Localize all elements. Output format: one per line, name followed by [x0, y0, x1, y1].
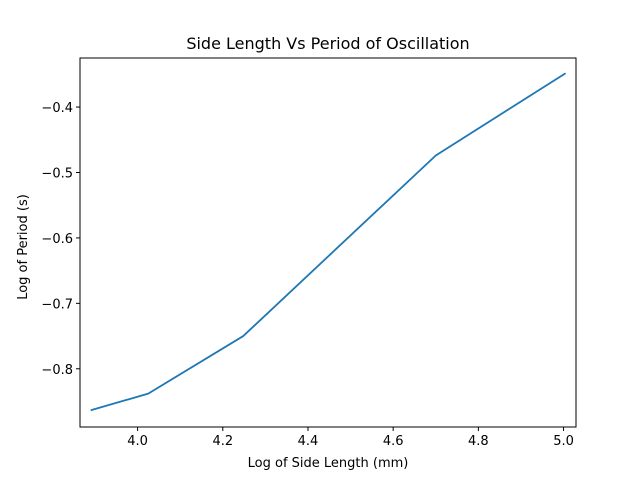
x-tick-label: 5.0	[553, 434, 574, 449]
x-tick-label: 4.4	[298, 434, 319, 449]
series-line	[90, 72, 567, 412]
x-tick-label: 4.0	[127, 434, 148, 449]
x-tick-label: 4.8	[468, 434, 489, 449]
y-axis-ticks: −0.8 −0.7 −0.6 −0.5 −0.4	[41, 101, 80, 378]
y-axis-label: Log of Period (s)	[16, 194, 31, 300]
y-tick-label: −0.8	[41, 363, 73, 378]
y-tick-label: −0.4	[41, 101, 73, 116]
axes-frame	[79, 57, 577, 428]
x-axis-label: Log of Side Length (mm)	[248, 456, 409, 471]
y-tick-label: −0.6	[41, 232, 73, 247]
plot-area	[90, 72, 567, 412]
chart-title: Side Length Vs Period of Oscillation	[186, 34, 469, 53]
x-tick-label: 4.6	[383, 434, 404, 449]
x-tick-label: 4.2	[212, 434, 233, 449]
x-axis-ticks: 4.0 4.2 4.4 4.6 4.8 5.0	[127, 427, 574, 449]
y-tick-label: −0.5	[41, 166, 73, 181]
y-tick-label: −0.7	[41, 297, 73, 312]
